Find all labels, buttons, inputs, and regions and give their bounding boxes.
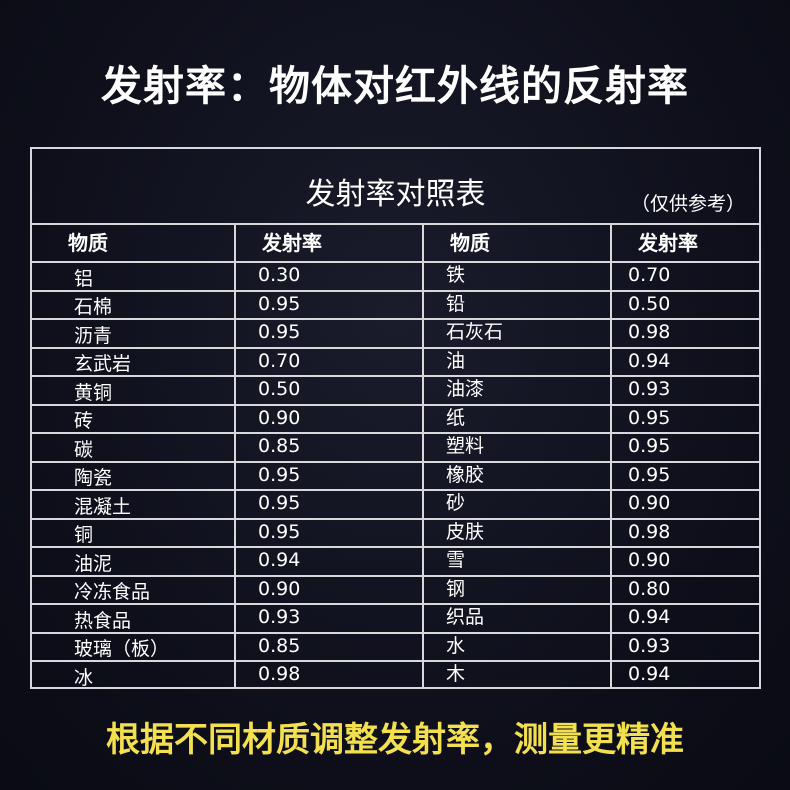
table-row: 玻璃（板） 0.85 水 0.93 bbox=[32, 631, 759, 662]
header-cell: 物质 bbox=[32, 225, 236, 263]
emissivity-cell: 0.94 bbox=[610, 603, 759, 634]
material-cell: 木 bbox=[422, 660, 612, 689]
material-cell: 石灰石 bbox=[422, 318, 612, 349]
header-cell: 物质 bbox=[422, 225, 612, 263]
material-cell: 橡胶 bbox=[422, 460, 612, 491]
material-cell: 雪 bbox=[422, 546, 612, 577]
material-cell: 混凝土 bbox=[32, 489, 236, 520]
table-row: 沥青 0.95 石灰石 0.98 bbox=[32, 318, 759, 349]
material-cell: 玄武岩 bbox=[32, 346, 236, 377]
material-cell: 油 bbox=[422, 346, 612, 377]
emissivity-cell: 0.50 bbox=[234, 375, 424, 406]
table-caption: 发射率对照表 （仅供参考） bbox=[32, 149, 759, 225]
material-cell: 碳 bbox=[32, 432, 236, 463]
emissivity-cell: 0.70 bbox=[234, 346, 424, 377]
material-cell: 油漆 bbox=[422, 375, 612, 406]
emissivity-cell: 0.94 bbox=[610, 660, 759, 689]
emissivity-cell: 0.85 bbox=[234, 432, 424, 463]
emissivity-cell: 0.70 bbox=[610, 261, 759, 292]
emissivity-cell: 0.95 bbox=[234, 489, 424, 520]
material-cell: 砂 bbox=[422, 489, 612, 520]
emissivity-cell: 0.95 bbox=[234, 517, 424, 548]
table-row: 砖 0.90 纸 0.95 bbox=[32, 403, 759, 434]
table-row: 铜 0.95 皮肤 0.98 bbox=[32, 517, 759, 548]
material-cell: 玻璃（板） bbox=[32, 631, 236, 662]
material-cell: 铝 bbox=[32, 261, 236, 292]
material-cell: 钢 bbox=[422, 574, 612, 605]
table-row: 陶瓷 0.95 橡胶 0.95 bbox=[32, 460, 759, 491]
emissivity-cell: 0.30 bbox=[234, 261, 424, 292]
emissivity-cell: 0.90 bbox=[234, 574, 424, 605]
emissivity-cell: 0.94 bbox=[234, 546, 424, 577]
emissivity-cell: 0.95 bbox=[610, 460, 759, 491]
emissivity-table: 发射率对照表 （仅供参考） 物质 发射率 物质 发射率 铝 0.30 铁 0.70 石棉… bbox=[30, 147, 761, 689]
emissivity-cell: 0.95 bbox=[234, 460, 424, 491]
material-cell: 铁 bbox=[422, 261, 612, 292]
material-cell: 塑料 bbox=[422, 432, 612, 463]
material-cell: 砖 bbox=[32, 403, 236, 434]
table-row: 热食品 0.93 织品 0.94 bbox=[32, 603, 759, 634]
table-grid: 物质 发射率 物质 发射率 铝 0.30 铁 0.70 石棉 0.95 铅 0.50 沥青 0.9… bbox=[32, 225, 759, 689]
emissivity-cell: 0.90 bbox=[234, 403, 424, 434]
header-cell: 发射率 bbox=[610, 225, 759, 263]
emissivity-cell: 0.90 bbox=[610, 546, 759, 577]
emissivity-cell: 0.95 bbox=[234, 318, 424, 349]
emissivity-cell: 0.85 bbox=[234, 631, 424, 662]
emissivity-cell: 0.98 bbox=[234, 660, 424, 689]
material-cell: 冰 bbox=[32, 660, 236, 689]
emissivity-cell: 0.94 bbox=[610, 346, 759, 377]
material-cell: 沥青 bbox=[32, 318, 236, 349]
material-cell: 油泥 bbox=[32, 546, 236, 577]
emissivity-cell: 0.93 bbox=[234, 603, 424, 634]
table-note: （仅供参考） bbox=[630, 193, 745, 215]
material-cell: 铜 bbox=[32, 517, 236, 548]
emissivity-cell: 0.98 bbox=[610, 517, 759, 548]
material-cell: 热食品 bbox=[32, 603, 236, 634]
emissivity-cell: 0.95 bbox=[610, 403, 759, 434]
material-cell: 陶瓷 bbox=[32, 460, 236, 491]
material-cell: 冷冻食品 bbox=[32, 574, 236, 605]
material-cell: 织品 bbox=[422, 603, 612, 634]
emissivity-cell: 0.90 bbox=[610, 489, 759, 520]
footer-slogan: 根据不同材质调整发射率，测量更精准 bbox=[106, 720, 684, 760]
emissivity-cell: 0.93 bbox=[610, 631, 759, 662]
emissivity-cell: 0.50 bbox=[610, 289, 759, 320]
material-cell: 纸 bbox=[422, 403, 612, 434]
material-cell: 石棉 bbox=[32, 289, 236, 320]
table-row: 混凝土 0.95 砂 0.90 bbox=[32, 489, 759, 520]
header-cell: 发射率 bbox=[234, 225, 424, 263]
emissivity-cell: 0.80 bbox=[610, 574, 759, 605]
material-cell: 皮肤 bbox=[422, 517, 612, 548]
material-cell: 黄铜 bbox=[32, 375, 236, 406]
emissivity-cell: 0.95 bbox=[610, 432, 759, 463]
material-cell: 水 bbox=[422, 631, 612, 662]
table-row: 冰 0.98 木 0.94 bbox=[32, 660, 759, 689]
table-header-row: 物质 发射率 物质 发射率 bbox=[32, 225, 759, 263]
table-row: 铝 0.30 铁 0.70 bbox=[32, 261, 759, 292]
table-title: 发射率对照表 bbox=[305, 177, 486, 212]
table-row: 碳 0.85 塑料 0.95 bbox=[32, 432, 759, 463]
table-row: 冷冻食品 0.90 钢 0.80 bbox=[32, 574, 759, 605]
emissivity-cell: 0.93 bbox=[610, 375, 759, 406]
table-row: 玄武岩 0.70 油 0.94 bbox=[32, 346, 759, 377]
page-title: 发射率：物体对红外线的反射率 bbox=[101, 62, 689, 110]
material-cell: 铅 bbox=[422, 289, 612, 320]
table-row: 油泥 0.94 雪 0.90 bbox=[32, 546, 759, 577]
table-row: 石棉 0.95 铅 0.50 bbox=[32, 289, 759, 320]
emissivity-cell: 0.98 bbox=[610, 318, 759, 349]
table-row: 黄铜 0.50 油漆 0.93 bbox=[32, 375, 759, 406]
emissivity-cell: 0.95 bbox=[234, 289, 424, 320]
